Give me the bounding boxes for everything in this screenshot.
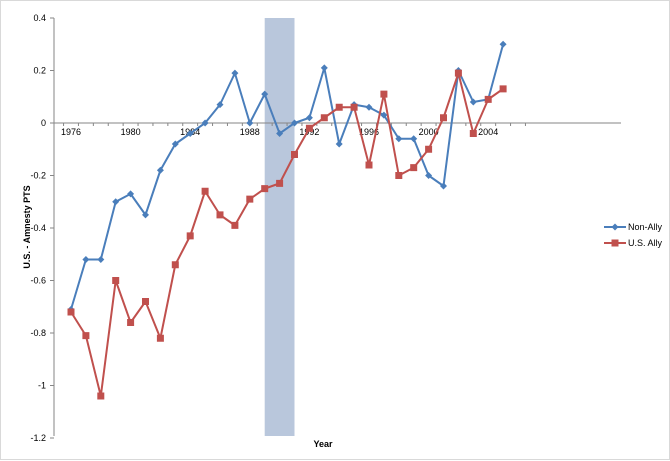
- data-point-non-ally: [216, 101, 224, 109]
- data-point-non-ally: [186, 130, 194, 137]
- data-point-u-s-ally: [171, 261, 179, 269]
- data-point-u-s-ally: [186, 232, 194, 240]
- legend-label-non-ally: Non-Ally: [628, 222, 663, 232]
- y-tick-label: -0.6: [30, 276, 46, 286]
- data-point-non-ally: [365, 103, 373, 111]
- series-markers: [67, 40, 507, 400]
- data-point-u-s-ally: [469, 130, 477, 137]
- data-point-non-ally: [380, 111, 388, 119]
- x-tick-label: 2000: [419, 127, 439, 137]
- legend-marker-u-s-ally: [611, 239, 619, 247]
- x-tick-label: 1992: [299, 127, 319, 137]
- data-point-u-s-ally: [499, 85, 507, 93]
- x-tick-label: 1976: [61, 127, 81, 137]
- data-point-non-ally: [469, 98, 477, 106]
- data-point-u-s-ally: [395, 172, 403, 179]
- data-point-u-s-ally: [261, 185, 269, 193]
- data-point-non-ally: [395, 135, 403, 143]
- data-point-u-s-ally: [67, 308, 75, 316]
- data-point-u-s-ally: [365, 161, 373, 169]
- data-point-u-s-ally: [350, 103, 358, 111]
- data-point-non-ally: [410, 135, 418, 143]
- data-point-non-ally: [97, 256, 105, 263]
- data-point-u-s-ally: [231, 221, 239, 229]
- x-tick-label: 1996: [359, 127, 379, 137]
- data-point-non-ally: [112, 198, 120, 206]
- legend-label-u-s-ally: U.S. Ally: [628, 238, 663, 248]
- data-point-u-s-ally: [380, 90, 388, 98]
- y-tick-label: 0.4: [33, 13, 46, 23]
- data-point-non-ally: [291, 119, 298, 127]
- data-point-non-ally: [425, 172, 433, 179]
- data-point-non-ally: [320, 64, 328, 72]
- data-point-non-ally: [440, 182, 447, 190]
- y-tick-label: -0.2: [30, 171, 46, 181]
- data-point-non-ally: [499, 40, 507, 48]
- y-tick-label: 0: [41, 118, 46, 128]
- data-point-non-ally: [335, 140, 343, 148]
- x-axis-title: Year: [313, 439, 333, 449]
- data-point-non-ally: [276, 130, 284, 137]
- data-point-u-s-ally: [112, 277, 120, 284]
- data-point-non-ally: [305, 114, 313, 122]
- series-line-non-ally: [70, 43, 505, 310]
- data-point-non-ally: [261, 90, 269, 98]
- data-point-u-s-ally: [410, 164, 418, 172]
- data-point-u-s-ally: [127, 319, 135, 326]
- data-point-u-s-ally: [305, 124, 313, 132]
- data-point-u-s-ally: [320, 114, 328, 122]
- legend-marker-non-ally: [611, 223, 619, 231]
- data-point-u-s-ally: [276, 179, 284, 187]
- y-ticks: 0.4 0.2 0 -0.2 -0.4 -0.6 -0.8 -1 -1.2: [30, 13, 54, 443]
- y-axis-title: U.S. - Amnesty PTS: [22, 185, 32, 268]
- data-point-non-ally: [231, 69, 239, 77]
- data-point-u-s-ally: [454, 69, 462, 77]
- data-point-u-s-ally: [156, 334, 164, 342]
- y-tick-label: 0.2: [33, 66, 46, 76]
- data-point-u-s-ally: [142, 298, 149, 305]
- data-point-u-s-ally: [291, 151, 298, 158]
- y-tick-label: -1.2: [30, 433, 46, 443]
- data-point-u-s-ally: [484, 95, 492, 103]
- y-tick-label: -1: [38, 381, 46, 391]
- data-point-non-ally: [82, 256, 90, 263]
- data-point-u-s-ally: [201, 187, 209, 195]
- data-point-u-s-ally: [335, 103, 343, 111]
- data-point-u-s-ally: [425, 145, 433, 153]
- data-point-non-ally: [171, 140, 179, 148]
- x-tick-label: 1980: [121, 127, 141, 137]
- data-point-non-ally: [156, 166, 164, 174]
- data-point-u-s-ally: [97, 392, 105, 400]
- data-point-u-s-ally: [216, 211, 224, 219]
- y-tick-label: -0.8: [30, 328, 46, 338]
- data-point-u-s-ally: [82, 332, 90, 340]
- data-point-u-s-ally: [246, 195, 254, 203]
- y-tick-label: -0.4: [30, 223, 46, 233]
- data-point-non-ally: [127, 190, 135, 198]
- data-point-non-ally: [142, 211, 149, 219]
- x-tick-label: 2004: [478, 127, 498, 137]
- data-point-non-ally: [246, 119, 254, 127]
- data-point-non-ally: [201, 119, 209, 127]
- data-point-u-s-ally: [440, 114, 447, 122]
- x-tick-label: 1988: [240, 127, 260, 137]
- shaded-period: [264, 18, 295, 436]
- legend: Non-Ally U.S. Ally: [604, 222, 663, 248]
